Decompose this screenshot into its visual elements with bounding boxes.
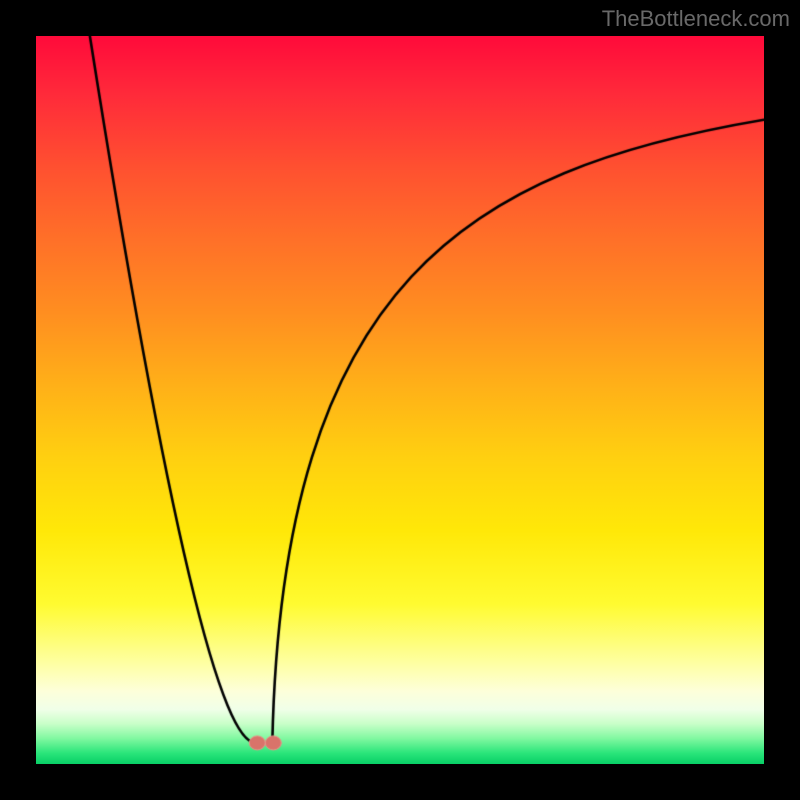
watermark-text: TheBottleneck.com (602, 6, 790, 32)
bottleneck-curve-canvas (36, 36, 764, 764)
figure-container: TheBottleneck.com (0, 0, 800, 800)
